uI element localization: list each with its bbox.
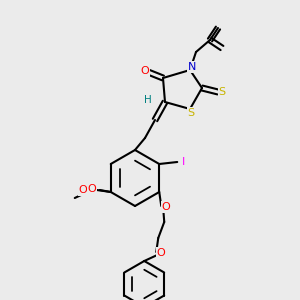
Text: O: O — [78, 185, 87, 195]
Text: O: O — [141, 66, 149, 76]
Text: N: N — [188, 62, 196, 72]
Text: S: S — [188, 108, 195, 118]
Text: H: H — [144, 95, 152, 105]
Text: O: O — [87, 184, 96, 194]
Text: O: O — [162, 202, 171, 212]
Text: O: O — [157, 248, 166, 258]
Text: I: I — [182, 157, 185, 167]
Text: S: S — [218, 87, 226, 97]
